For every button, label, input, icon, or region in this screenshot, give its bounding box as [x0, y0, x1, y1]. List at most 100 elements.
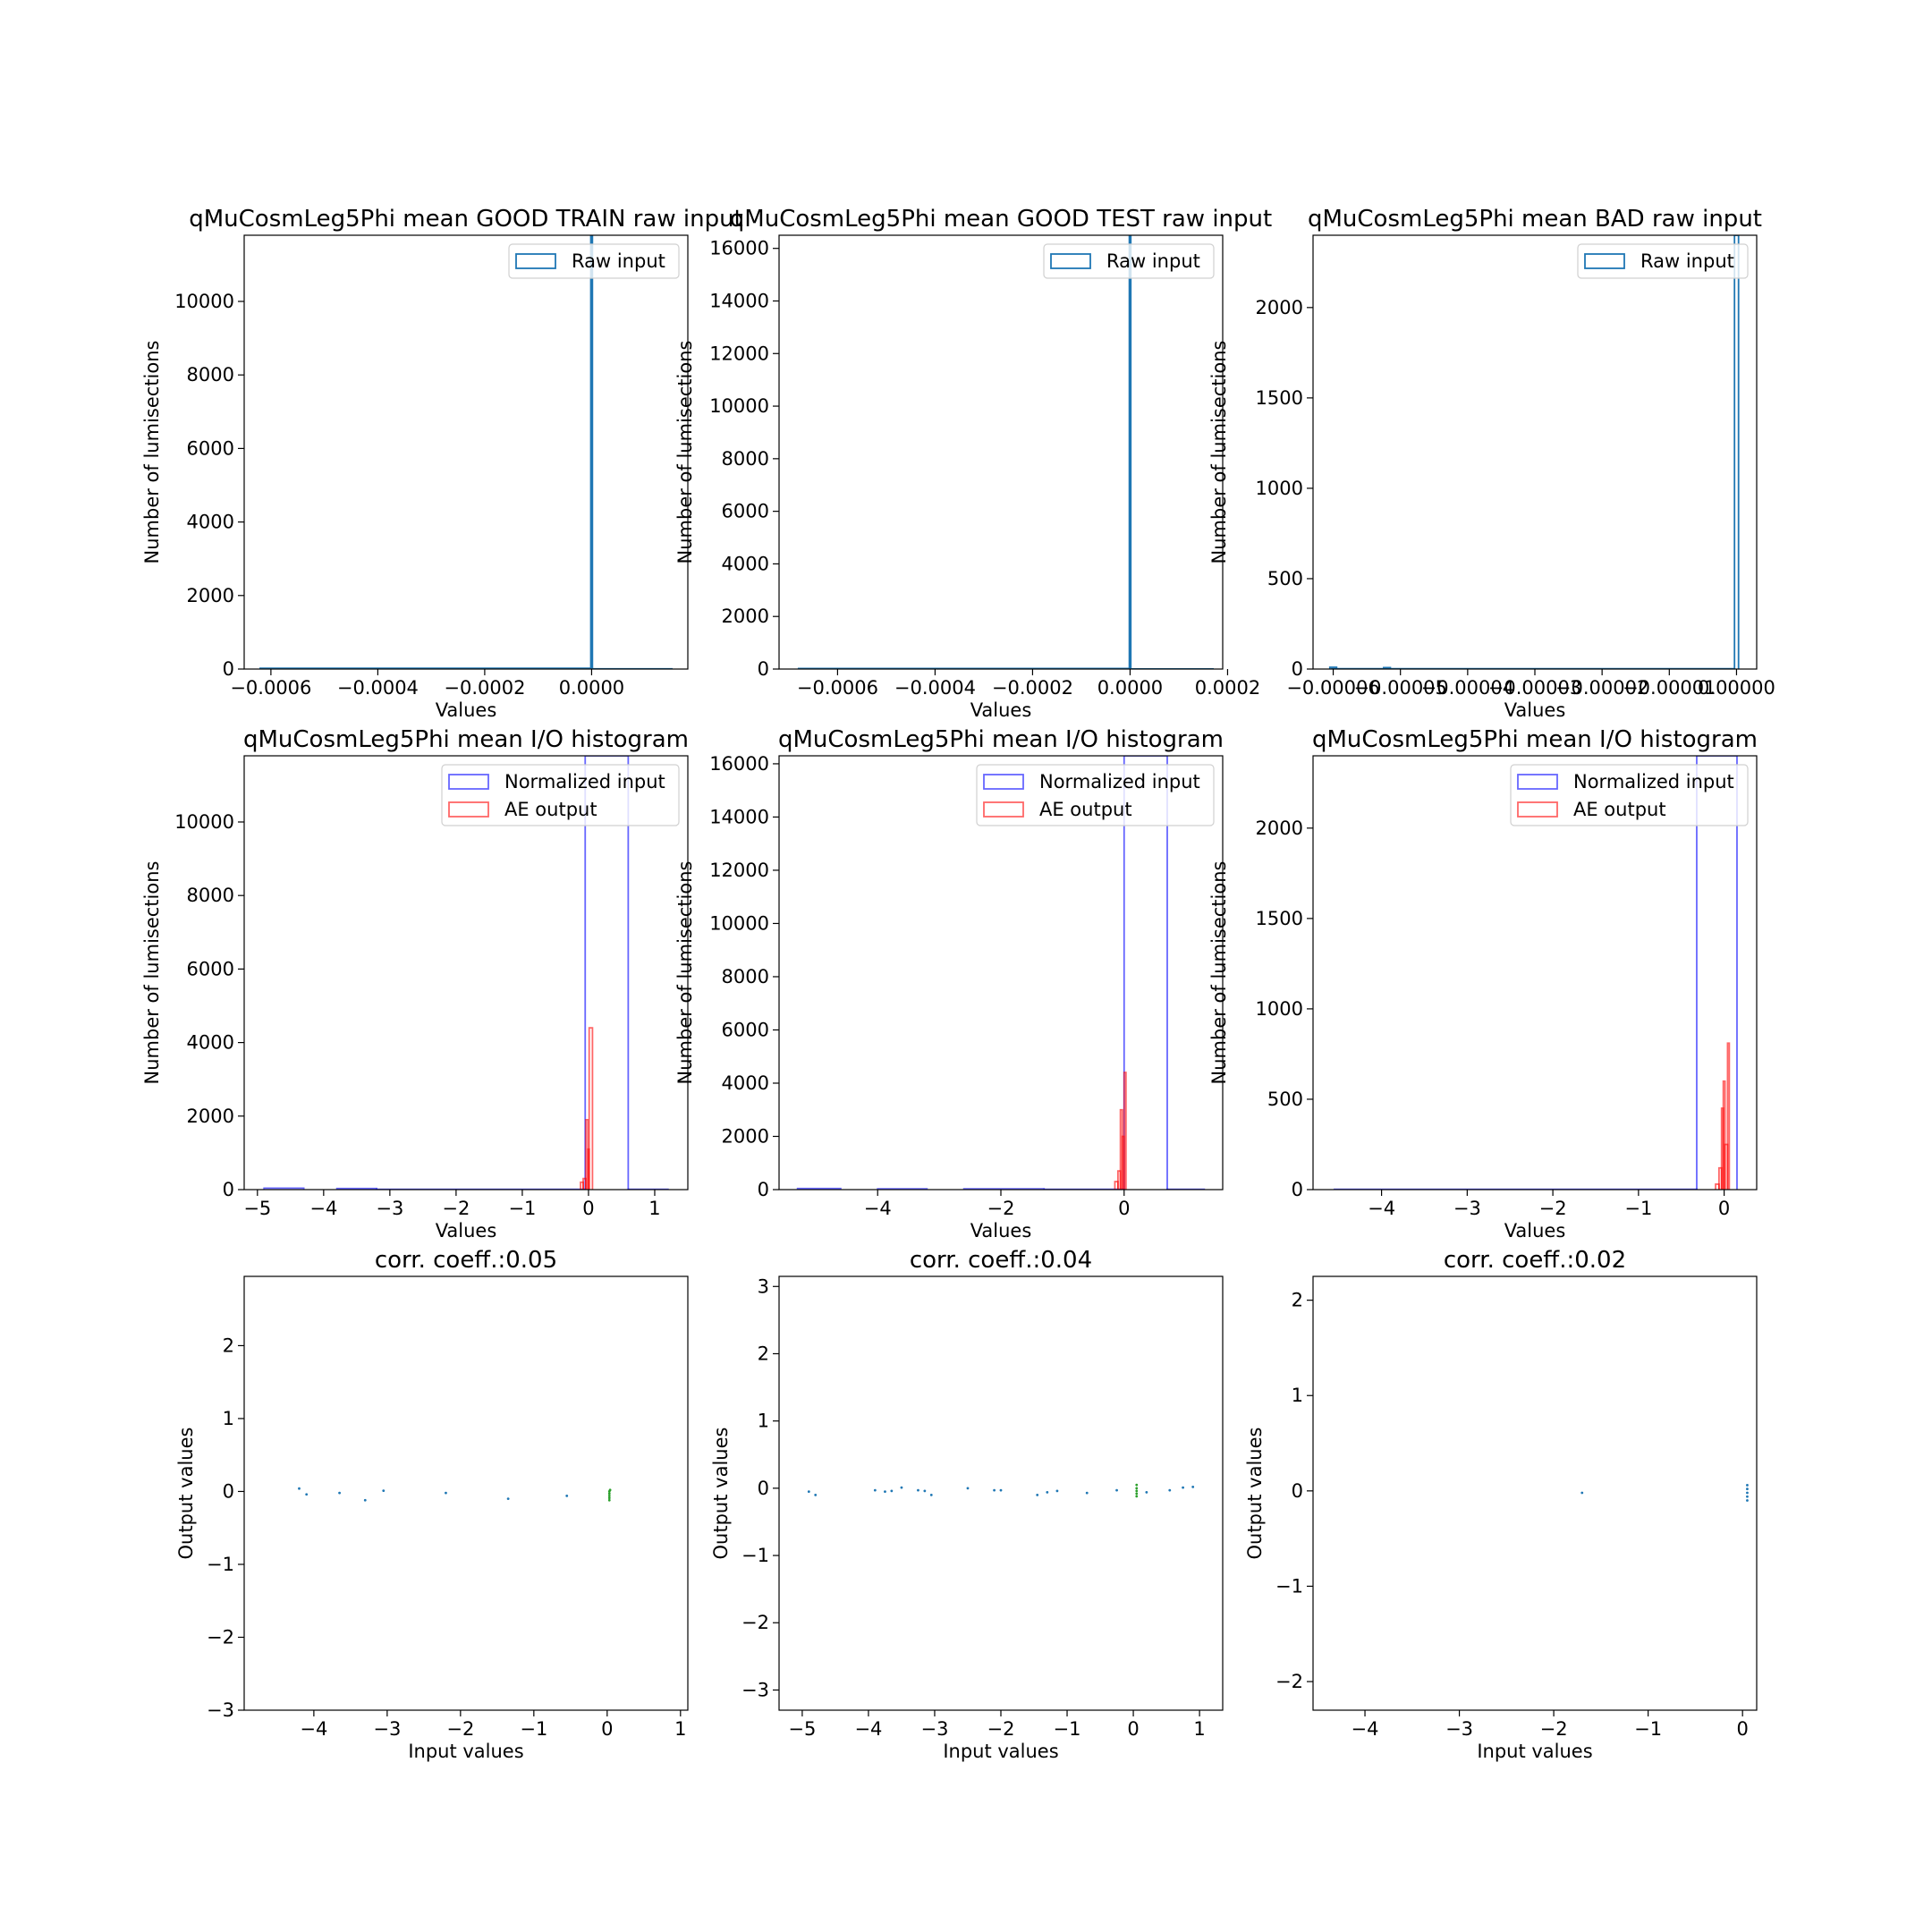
legend-frame	[441, 764, 680, 826]
subplot-7: −4 −3 −2 −1 0 1 −3 −2 −1 0 1 2 corr. coeff.:0.05 Inpu…	[175, 1247, 689, 1762]
y-axis-label: Output values	[1244, 1428, 1266, 1560]
histogram-bin	[584, 756, 630, 1190]
y-tick-label: 6000	[187, 437, 234, 459]
y-axis: −2 −1 0 1 2	[1275, 1290, 1313, 1692]
x-tick-label: −3	[376, 1198, 403, 1219]
x-tick-label: −0.0006	[797, 677, 878, 699]
scatter-point	[873, 1488, 877, 1492]
y-tick-label: 2000	[722, 1125, 769, 1147]
y-tick-label: 0	[223, 1480, 234, 1502]
axes-frame	[778, 234, 1224, 670]
scatter-series-1	[807, 1485, 1195, 1496]
scatter-point	[1055, 1489, 1059, 1493]
legend-swatch	[1517, 801, 1558, 818]
y-tick-label: 2	[758, 1343, 769, 1364]
scatter-point	[1746, 1495, 1749, 1498]
x-tick-label: −2	[442, 1198, 470, 1219]
scatter-point	[1135, 1492, 1139, 1496]
x-tick-label: −2	[1539, 1198, 1567, 1219]
subplot-2: −0.0006 −0.0004 −0.0002 0.0000 0.0002 0 2000 40…	[674, 206, 1272, 721]
scatter-point	[1145, 1490, 1148, 1494]
axes-frame	[243, 234, 689, 670]
scatter-point	[1182, 1486, 1184, 1489]
x-tick-label: −0.00005	[1353, 677, 1446, 699]
y-tick-label: 2000	[187, 1106, 234, 1127]
y-tick-label: 8000	[187, 364, 234, 386]
scatter-point	[1746, 1491, 1749, 1495]
x-axis-label: Input values	[943, 1741, 1058, 1762]
y-tick-label: −2	[741, 1612, 769, 1633]
y-axis-label: Number of lumisections	[674, 861, 696, 1085]
y-tick-label: 0	[758, 658, 769, 680]
scatter-point	[923, 1489, 927, 1493]
scatter-point	[1135, 1489, 1139, 1493]
scatter-point	[917, 1488, 919, 1492]
x-axis: −4 −3 −2 −1 0 1	[300, 1710, 686, 1740]
legend-label: Raw input	[1640, 250, 1734, 272]
x-axis: −5 −4 −3 −2 −1 0 1	[243, 1190, 661, 1219]
chart-title: qMuCosmLeg5Phi mean BAD raw input	[1308, 206, 1762, 233]
scatter-point	[814, 1493, 818, 1496]
y-tick-label: 1500	[1256, 387, 1303, 409]
scatter-point	[1135, 1487, 1139, 1490]
legend-label: Normalized input	[1039, 771, 1200, 792]
x-axis: −4 −3 −2 −1 0	[1368, 1190, 1730, 1219]
scatter-point	[929, 1493, 933, 1496]
x-tick-label: −0.00004	[1421, 677, 1514, 699]
y-tick-label: −2	[207, 1626, 234, 1648]
y-tick-label: 16000	[709, 753, 769, 775]
legend-swatch	[448, 801, 489, 818]
y-tick-label: 16000	[709, 238, 769, 259]
chart-title: qMuCosmLeg5Phi mean I/O histogram	[778, 726, 1224, 753]
x-axis-label: Values	[436, 699, 497, 721]
histogram-bin	[1123, 756, 1168, 1190]
x-tick-label: −3	[1453, 1198, 1481, 1219]
y-tick-label: 10000	[709, 395, 769, 417]
y-axis: 0 500 1000 1500 2000	[1256, 297, 1313, 680]
scatter-point	[608, 1488, 612, 1492]
legend-label: AE output	[1039, 799, 1132, 820]
y-tick-label: 0	[1292, 658, 1303, 680]
y-tick-label: 3	[758, 1275, 769, 1297]
y-tick-label: 1500	[1256, 908, 1303, 929]
scatter-series-2	[607, 1488, 612, 1502]
x-axis-label: Input values	[408, 1741, 523, 1762]
axes-frame	[243, 1275, 689, 1711]
scatter-point	[1746, 1499, 1749, 1502]
legend: Normalized input AE output	[441, 764, 680, 826]
x-tick-label: 0.00000	[1698, 677, 1775, 699]
scatter-point	[1085, 1491, 1089, 1495]
x-tick-label: −1	[508, 1198, 536, 1219]
legend-swatch	[983, 801, 1024, 818]
y-axis-label: Output values	[175, 1428, 197, 1560]
y-tick-label: 4000	[722, 553, 769, 574]
y-tick-label: 4000	[187, 512, 234, 533]
y-tick-label: 4000	[187, 1032, 234, 1054]
x-axis: −0.0006 −0.0004 −0.0002 0.0000	[230, 669, 624, 699]
axes-frame	[1312, 1275, 1758, 1711]
plot-area	[1328, 235, 1740, 669]
legend-frame	[1577, 243, 1749, 279]
y-tick-label: 8000	[722, 448, 769, 470]
scatter-point	[338, 1491, 341, 1495]
y-axis: 0 500 1000 1500 2000	[1256, 818, 1313, 1200]
y-axis: 0 2000 4000 6000 8000 10000	[174, 291, 244, 680]
x-tick-label: −3	[920, 1718, 948, 1740]
x-axis-label: Values	[436, 1220, 497, 1241]
x-tick-label: 0.0002	[1195, 677, 1260, 699]
y-tick-label: 0	[758, 1179, 769, 1200]
y-tick-label: 1000	[1256, 998, 1303, 1020]
x-axis-label: Values	[1504, 1220, 1566, 1241]
x-axis: −5 −4 −3 −2 −1 0 1	[788, 1710, 1206, 1740]
y-tick-label: 0	[223, 658, 234, 680]
subplot-4: −5 −4 −3 −2 −1 0 1 0 2000 4000 6000 8000 10000 qMuCos…	[141, 726, 689, 1241]
y-axis-label: Number of lumisections	[141, 861, 163, 1085]
series-1	[797, 235, 1214, 669]
legend-swatch	[1584, 253, 1625, 269]
y-tick-label: 6000	[722, 1019, 769, 1040]
legend: Raw input	[1043, 243, 1215, 279]
scatter-point	[607, 1496, 611, 1500]
x-axis-label: Values	[970, 1220, 1032, 1241]
y-tick-label: −3	[207, 1699, 234, 1721]
x-tick-label: 0	[1736, 1718, 1748, 1740]
